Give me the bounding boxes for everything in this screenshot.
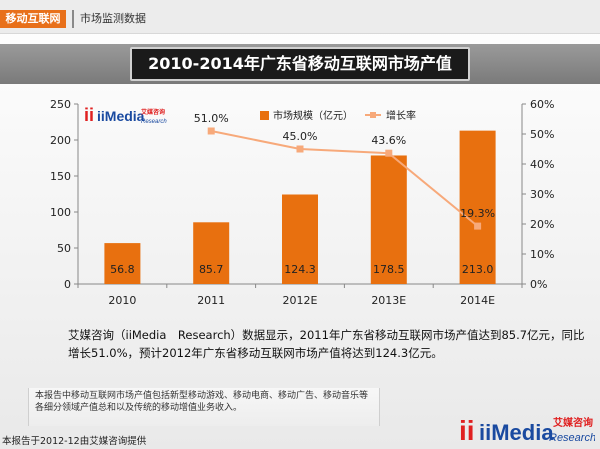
chart: ii iiMedia 艾媒咨询 Research 市场规模（亿元） 增长率 0 5… <box>50 98 554 307</box>
brand-logo-cn: 艾媒咨询 <box>553 416 593 429</box>
description: 艾媒咨询（iiMedia Research）数据显示，2011年广东省移动互联网… <box>68 328 585 360</box>
legend-line-label: 增长率 <box>386 109 416 122</box>
y-right-tick-label: 30% <box>530 188 554 201</box>
section-tag: 移动互联网 <box>0 10 66 28</box>
line-series: 51.0% 45.0% 43.6% 19.3% <box>194 112 495 230</box>
bar-value-label: 124.3 <box>284 263 316 276</box>
axes: 0 50 100 150 200 250 0% 10% 20% 30% 40% 50% 60% 2010 2… <box>50 98 554 307</box>
bar <box>370 155 407 284</box>
y-right-tick-label: 0% <box>530 278 547 291</box>
section-subtitle: 市场监测数据 <box>72 10 146 28</box>
y-left-tick-label: 100 <box>50 206 71 219</box>
legend-bar-label: 市场规模（亿元） <box>273 109 353 122</box>
y-right-tick-label: 40% <box>530 158 554 171</box>
x-tick-label: 2011 <box>197 294 225 307</box>
y-right-tick-label: 20% <box>530 218 554 231</box>
growth-value-label: 51.0% <box>194 112 229 125</box>
x-tick-label: 2013E <box>371 294 406 307</box>
growth-value-label: 45.0% <box>283 130 318 143</box>
growth-line <box>211 130 479 227</box>
brand-logo-media: iiMedia <box>479 420 554 445</box>
x-tick-label: 2010 <box>108 294 136 307</box>
growth-point <box>296 145 304 153</box>
y-right-tick-label: 50% <box>530 128 554 141</box>
growth-value-label: 43.6% <box>371 134 406 147</box>
y-right-tick-label: 10% <box>530 248 554 261</box>
note-box: 本报告中移动互联网市场产值包括新型移动游戏、移动电商、移动广告、移动音乐等各细分… <box>28 388 380 426</box>
chart-title: 2010-2014年广东省移动互联网市场产值 <box>130 47 470 81</box>
bar <box>193 222 230 284</box>
y-left-tick-label: 150 <box>50 170 71 183</box>
y-left-tick-label: 250 <box>50 98 71 111</box>
bar-value-label: 178.5 <box>373 263 405 276</box>
bar-value-label: 85.7 <box>199 263 224 276</box>
chart-logo-media: iiMedia <box>97 108 145 124</box>
legend-line-marker <box>370 112 376 118</box>
growth-point <box>207 127 215 135</box>
bar <box>282 194 318 284</box>
chart-logo-cn: 艾媒咨询 <box>141 108 165 116</box>
growth-value-label: 19.3% <box>460 207 495 220</box>
legend: 市场规模（亿元） 增长率 <box>260 109 416 122</box>
y-left-tick-label: 50 <box>57 242 71 255</box>
y-right-tick-label: 60% <box>530 98 554 111</box>
bar <box>459 130 496 284</box>
bar-series: 56.8 85.7 124.3 178.5 213.0 <box>104 130 496 284</box>
footer-text: 本报告于2012-12由艾媒咨询提供 <box>2 436 147 447</box>
growth-point <box>474 222 482 230</box>
legend-bar-swatch <box>260 111 269 120</box>
top-bar <box>0 0 600 34</box>
x-tick-label: 2012E <box>283 294 318 307</box>
x-tick-label: 2014E <box>460 294 495 307</box>
chart-logo-ii: ii <box>84 105 94 125</box>
brand-logo: ii iiMedia 艾媒咨询 Research <box>459 415 595 446</box>
y-left-tick-label: 200 <box>50 134 71 147</box>
bar-value-label: 56.8 <box>110 263 135 276</box>
chart-logo: ii iiMedia 艾媒咨询 Research <box>84 105 167 125</box>
brand-logo-en: Research <box>549 432 595 444</box>
brand-logo-ii: ii <box>459 415 475 446</box>
bar <box>104 243 141 284</box>
y-left-tick-label: 0 <box>64 278 71 291</box>
growth-point <box>385 149 393 157</box>
bar-value-label: 213.0 <box>462 263 494 276</box>
chart-logo-en: Research <box>141 119 167 125</box>
